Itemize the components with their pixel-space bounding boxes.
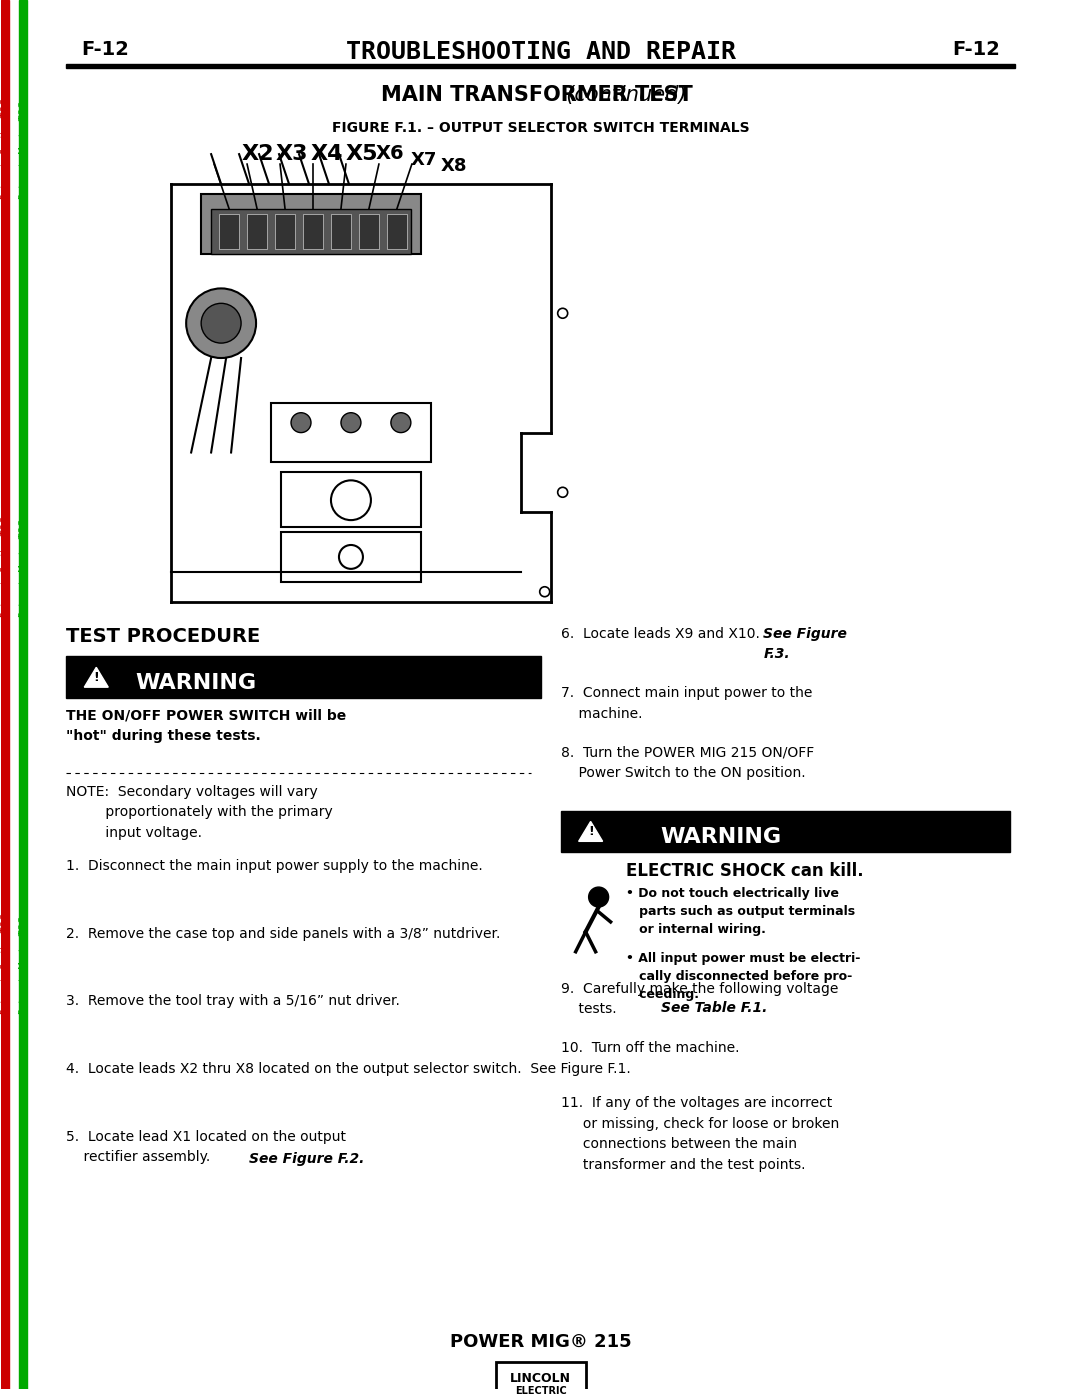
Bar xyxy=(496,1362,585,1397)
Text: F-12: F-12 xyxy=(81,39,130,59)
Bar xyxy=(211,208,410,254)
Circle shape xyxy=(201,303,241,344)
Text: 10.  Turn off the machine.: 10. Turn off the machine. xyxy=(561,1041,739,1055)
Text: Return to Master TOC: Return to Master TOC xyxy=(18,520,28,616)
Text: MAIN TRANSFORMER TEST: MAIN TRANSFORMER TEST xyxy=(381,85,700,105)
Text: POWER MIG® 215: POWER MIG® 215 xyxy=(450,1333,632,1351)
Text: 11.  If any of the voltages are incorrect
     or missing, check for loose or br: 11. If any of the voltages are incorrect… xyxy=(561,1095,839,1172)
Text: 2.  Remove the case top and side panels with a 3/8” nutdriver.: 2. Remove the case top and side panels w… xyxy=(66,926,501,940)
Bar xyxy=(303,214,323,249)
Text: 9.  Carefully make the following voltage
    tests.: 9. Carefully make the following voltage … xyxy=(561,982,838,1016)
Text: FIGURE F.1. – OUTPUT SELECTOR SWITCH TERMINALS: FIGURE F.1. – OUTPUT SELECTOR SWITCH TER… xyxy=(332,122,750,136)
Circle shape xyxy=(341,412,361,433)
Bar xyxy=(247,214,267,249)
Text: THE ON/OFF POWER SWITCH will be
"hot" during these tests.: THE ON/OFF POWER SWITCH will be "hot" du… xyxy=(66,708,347,743)
Circle shape xyxy=(186,288,256,358)
Text: 4.  Locate leads X2 thru X8 located on the output selector switch.  See Figure F: 4. Locate leads X2 thru X8 located on th… xyxy=(66,1062,631,1076)
Text: • All input power must be electri-
   cally disconnected before pro-
   ceeding.: • All input power must be electri- cally… xyxy=(625,951,860,1000)
Bar xyxy=(387,214,407,249)
Text: LINCOLN: LINCOLN xyxy=(510,1372,571,1386)
Text: 6.  Locate leads X9 and X10.: 6. Locate leads X9 and X10. xyxy=(561,626,768,641)
Text: X5: X5 xyxy=(346,144,378,165)
Text: 7.  Connect main input power to the
    machine.: 7. Connect main input power to the machi… xyxy=(561,686,812,721)
Text: X7: X7 xyxy=(410,151,437,169)
Bar xyxy=(561,810,1010,852)
Text: TEST PROCEDURE: TEST PROCEDURE xyxy=(66,626,260,645)
Text: !: ! xyxy=(588,824,594,838)
Text: Return to Master TOC: Return to Master TOC xyxy=(18,916,28,1014)
Bar xyxy=(66,64,1015,67)
Bar xyxy=(281,472,421,527)
Text: X2: X2 xyxy=(241,144,273,165)
Text: 3.  Remove the tool tray with a 5/16” nut driver.: 3. Remove the tool tray with a 5/16” nut… xyxy=(66,995,401,1009)
Text: ELECTRIC: ELECTRIC xyxy=(515,1386,567,1397)
Text: See Figure F.2.: See Figure F.2. xyxy=(249,1151,364,1165)
Bar xyxy=(271,402,431,462)
Circle shape xyxy=(391,412,410,433)
Bar xyxy=(66,657,541,698)
Text: NOTE:  Secondary voltages will vary
         proportionately with the primary
  : NOTE: Secondary voltages will vary propo… xyxy=(66,785,333,840)
Text: X6: X6 xyxy=(376,144,405,163)
Bar xyxy=(281,532,421,581)
Text: WARNING: WARNING xyxy=(660,827,781,848)
Circle shape xyxy=(291,412,311,433)
Bar xyxy=(201,194,421,254)
Polygon shape xyxy=(84,668,108,687)
Text: X4: X4 xyxy=(311,144,343,165)
Text: (continued): (continued) xyxy=(394,85,687,105)
Text: See Table F.1.: See Table F.1. xyxy=(661,1002,767,1016)
Text: WARNING: WARNING xyxy=(136,673,257,693)
Bar xyxy=(19,0,27,1389)
Text: F-12: F-12 xyxy=(953,39,1000,59)
Text: TROUBLESHOOTING AND REPAIR: TROUBLESHOOTING AND REPAIR xyxy=(346,39,735,64)
Bar xyxy=(275,214,295,249)
Text: Return to Section TOC: Return to Section TOC xyxy=(1,914,10,1014)
Text: See Figure
F.3.: See Figure F.3. xyxy=(764,626,848,661)
Text: • Do not touch electrically live
   parts such as output terminals
   or interna: • Do not touch electrically live parts s… xyxy=(625,887,854,936)
Bar xyxy=(359,214,379,249)
Text: Return to Section TOC: Return to Section TOC xyxy=(1,98,10,198)
Bar xyxy=(219,214,239,249)
Text: Return to Master TOC: Return to Master TOC xyxy=(18,102,28,198)
Text: X8: X8 xyxy=(441,156,468,175)
Bar xyxy=(330,214,351,249)
Circle shape xyxy=(589,887,609,907)
Text: 8.  Turn the POWER MIG 215 ON/OFF
    Power Switch to the ON position.: 8. Turn the POWER MIG 215 ON/OFF Power S… xyxy=(561,746,814,781)
Text: 5.  Locate lead X1 located on the output
    rectifier assembly.: 5. Locate lead X1 located on the output … xyxy=(66,1130,347,1164)
Text: !: ! xyxy=(93,671,99,683)
Text: X3: X3 xyxy=(276,144,309,165)
Text: 1.  Disconnect the main input power supply to the machine.: 1. Disconnect the main input power suppl… xyxy=(66,859,483,873)
Bar xyxy=(1,0,10,1389)
Text: Return to Section TOC: Return to Section TOC xyxy=(1,515,10,616)
Text: ELECTRIC SHOCK can kill.: ELECTRIC SHOCK can kill. xyxy=(625,862,863,880)
Polygon shape xyxy=(579,821,603,841)
